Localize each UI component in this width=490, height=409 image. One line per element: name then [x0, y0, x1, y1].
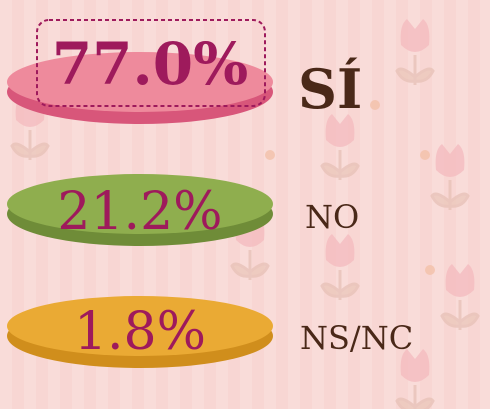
percent: 21.2%: [57, 182, 222, 242]
answer: NO: [305, 198, 359, 236]
percent: 77.0%: [52, 30, 248, 98]
answer: NS/NC: [300, 319, 413, 357]
percent: 1.8%: [74, 302, 206, 362]
infographic: 77.0% SÍ 21.2% NO 1.8% NS/NC: [0, 0, 490, 409]
answer: SÍ: [298, 57, 362, 121]
